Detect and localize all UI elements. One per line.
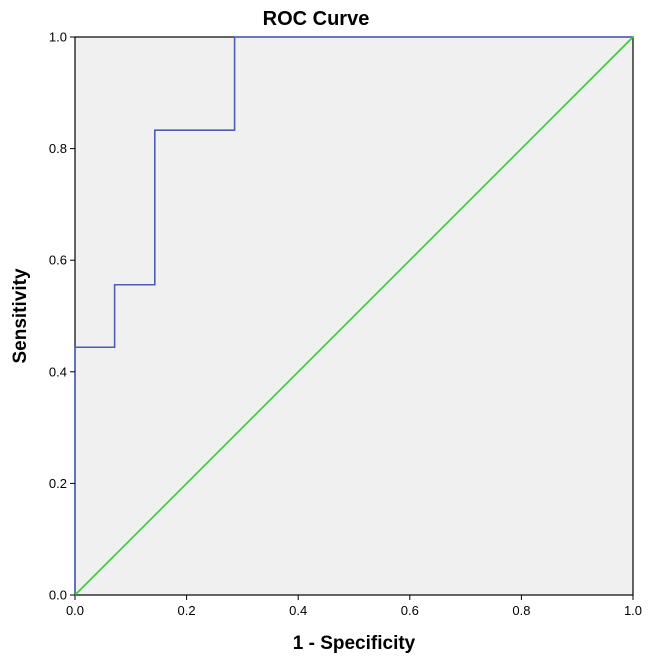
y-axis-label: Sensitivity xyxy=(10,268,31,363)
chart-title: ROC Curve xyxy=(263,8,370,30)
x-axis-label: 1 - Specificity xyxy=(293,633,416,654)
y-tick-label: 0.0 xyxy=(49,588,67,603)
y-tick-label: 0.2 xyxy=(49,476,67,491)
y-tick-label: 1.0 xyxy=(49,30,67,45)
x-tick-label: 0.4 xyxy=(289,603,307,618)
y-tick-label: 0.4 xyxy=(49,364,67,379)
series-layer xyxy=(74,36,634,596)
roc-curve-line xyxy=(74,36,633,595)
y-tick-label: 0.8 xyxy=(49,141,67,156)
x-tick-label: 0.2 xyxy=(178,603,196,618)
x-tick-label: 0.6 xyxy=(401,603,419,618)
y-tick-label: 0.6 xyxy=(49,253,67,268)
x-tick-label: 0.0 xyxy=(66,603,84,618)
x-tick-label: 0.8 xyxy=(512,603,530,618)
reference-diagonal-line xyxy=(74,36,634,596)
x-tick-label: 1.0 xyxy=(624,603,642,618)
ticks-layer: 0.0 0.2 0.4 0.6 0.8 1.0 0.0 0.2 0.4 0.6 0.8 1.0 xyxy=(49,30,642,619)
